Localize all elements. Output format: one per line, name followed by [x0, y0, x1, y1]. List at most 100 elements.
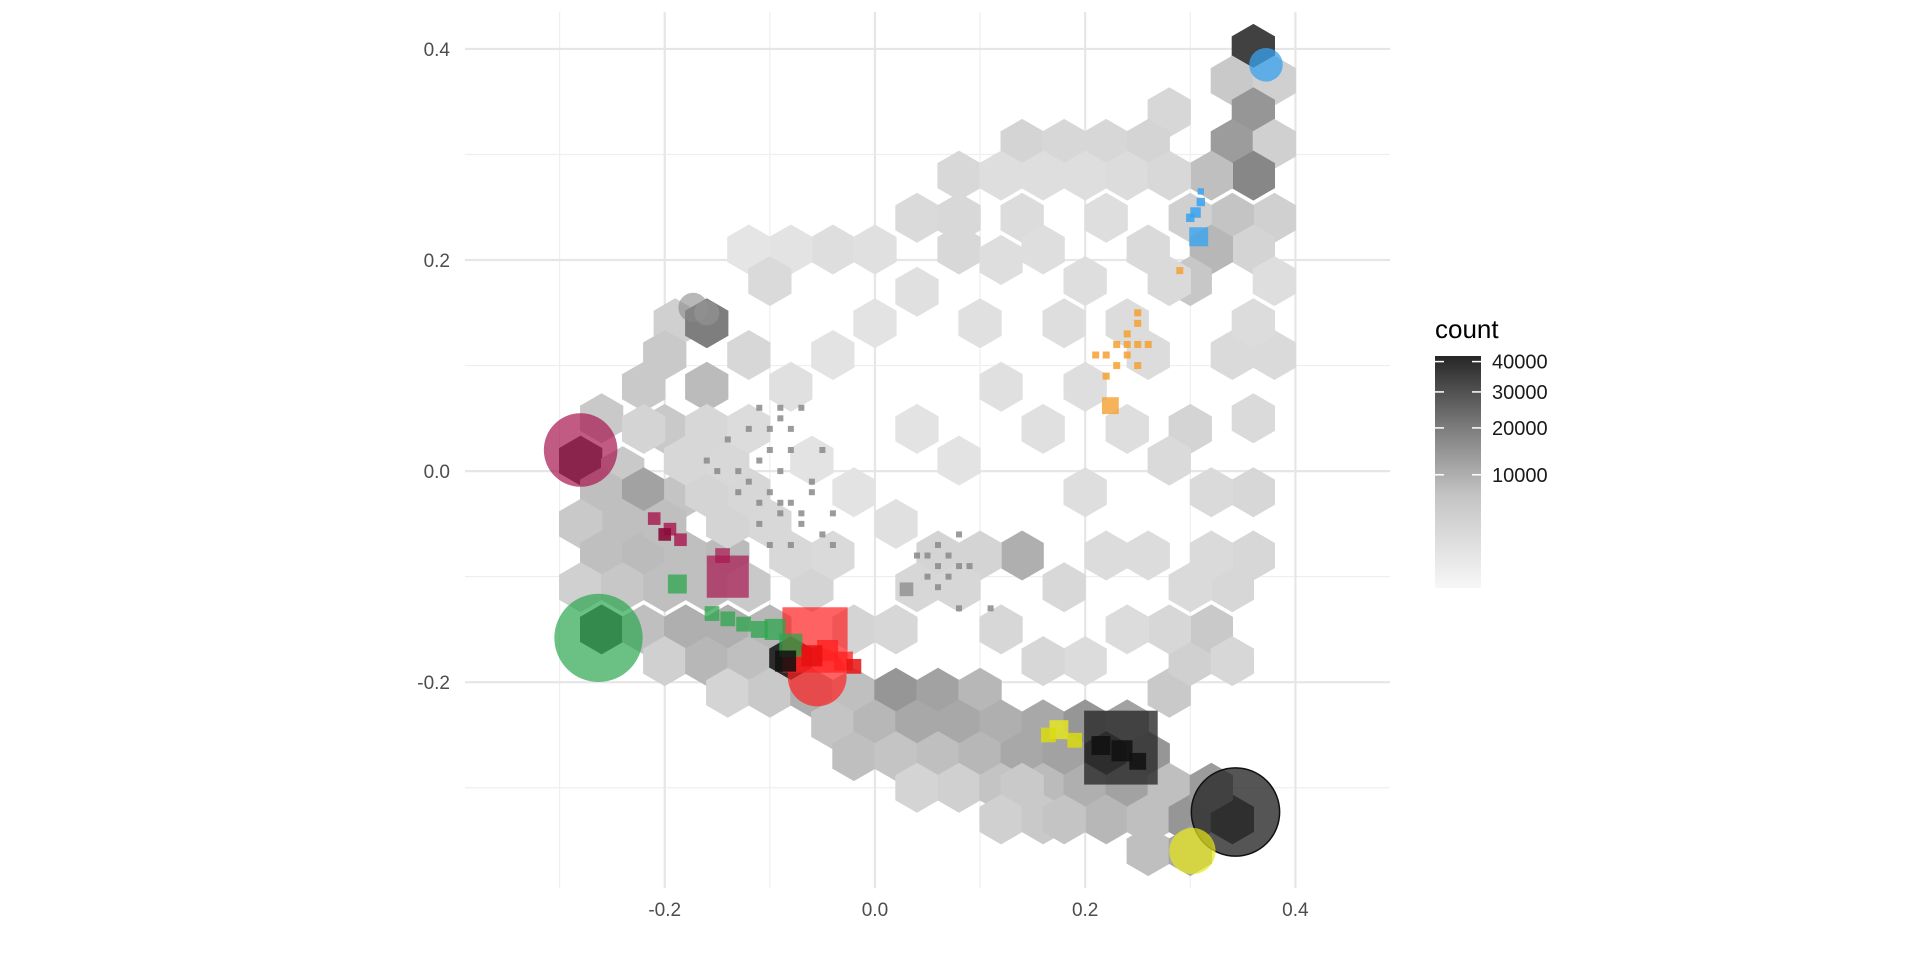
hexbin — [1210, 192, 1254, 243]
orange-point — [1113, 340, 1121, 348]
circle-point — [1249, 47, 1283, 82]
orange-point — [1123, 330, 1131, 338]
small-point — [956, 531, 963, 538]
circle-point — [1169, 827, 1216, 875]
hexbin — [916, 667, 960, 718]
hexbin — [874, 604, 918, 655]
hexbin — [1000, 530, 1044, 581]
small-point — [819, 531, 826, 538]
small-point — [777, 415, 784, 422]
legend-label: 30000 — [1492, 382, 1548, 404]
square-point — [846, 658, 862, 674]
hexbin — [1105, 150, 1149, 201]
x-tick-label: 0.0 — [862, 900, 888, 921]
hexbin — [1231, 530, 1275, 581]
circle-point — [543, 413, 618, 487]
small-point — [745, 478, 752, 485]
small-point — [935, 584, 942, 591]
hexbin — [1231, 393, 1275, 444]
square-point — [1091, 736, 1111, 756]
legend-ticks: 10000 20000 30000 40000 — [1435, 352, 1548, 487]
square-point — [1129, 752, 1147, 770]
hexbin — [1000, 192, 1044, 243]
hexbin — [790, 562, 834, 613]
hexbin — [1042, 298, 1086, 349]
hexbin — [685, 361, 729, 412]
small-point — [798, 510, 805, 517]
small-point — [735, 468, 742, 475]
small-point — [935, 563, 942, 570]
hexbin — [1189, 530, 1233, 581]
small-point — [777, 499, 784, 506]
y-axis-tick-labels: -0.2 0.0 0.2 0.4 — [417, 40, 450, 694]
hexbin-layer — [559, 23, 1296, 877]
hexbin — [1210, 55, 1254, 106]
square-point — [899, 582, 914, 597]
hexbin — [1252, 118, 1296, 169]
small-point — [798, 404, 805, 411]
hexbin — [1084, 794, 1128, 845]
hexbin — [622, 403, 666, 454]
orange-point — [1144, 340, 1152, 348]
square-point — [1197, 188, 1204, 195]
hexbin — [874, 667, 918, 718]
hexbin — [937, 435, 981, 486]
legend-label: 40000 — [1492, 352, 1548, 374]
square-point — [647, 512, 661, 525]
small-point — [735, 489, 742, 496]
hexbin — [1042, 794, 1086, 845]
hexbin — [1084, 192, 1128, 243]
hexbin — [979, 699, 1023, 750]
small-point — [966, 563, 973, 570]
hexbin — [685, 403, 729, 454]
hexbin — [937, 762, 981, 813]
square-point — [715, 548, 730, 563]
hexbin — [1210, 330, 1254, 380]
hexbin — [1063, 467, 1107, 518]
small-point — [798, 520, 805, 527]
small-point — [808, 478, 815, 485]
hexbin — [1105, 604, 1149, 655]
hexbin — [874, 498, 918, 549]
small-point — [956, 563, 963, 570]
hexbin — [748, 667, 792, 718]
hexbin — [895, 192, 939, 243]
orange-point — [1134, 362, 1142, 370]
orange-point — [1134, 309, 1142, 317]
small-point — [724, 436, 731, 443]
small-point — [766, 425, 773, 432]
small-point — [777, 510, 784, 517]
small-point — [913, 552, 920, 559]
small-point — [756, 520, 763, 527]
small-point — [745, 425, 752, 432]
point-layer — [543, 47, 1283, 875]
hexbin — [622, 361, 666, 412]
small-point — [935, 541, 942, 548]
hexbin — [895, 266, 939, 317]
small-point — [787, 425, 794, 432]
x-tick-label: 0.2 — [1072, 900, 1098, 921]
square-point — [1196, 197, 1205, 207]
orange-point — [1134, 340, 1142, 348]
hexbin — [790, 435, 834, 486]
square-point — [736, 616, 751, 632]
hexbin — [937, 150, 981, 201]
hexbin — [1126, 118, 1170, 169]
hexbin — [1210, 636, 1254, 687]
y-tick-label: 0.2 — [424, 251, 450, 272]
small-point — [987, 605, 994, 612]
legend-label: 10000 — [1492, 465, 1548, 487]
hexbin — [937, 699, 981, 750]
orange-point — [1123, 340, 1131, 348]
orange-point — [1123, 351, 1131, 359]
orange-point — [1113, 362, 1121, 370]
hexbin — [811, 330, 855, 380]
small-point — [766, 447, 773, 453]
small-point — [756, 404, 763, 411]
hexbin — [643, 330, 687, 380]
hexbin — [1000, 118, 1044, 169]
small-point — [956, 605, 963, 612]
hexbin — [1126, 224, 1170, 275]
hexbin — [1021, 403, 1065, 454]
hexbin — [1210, 118, 1254, 169]
